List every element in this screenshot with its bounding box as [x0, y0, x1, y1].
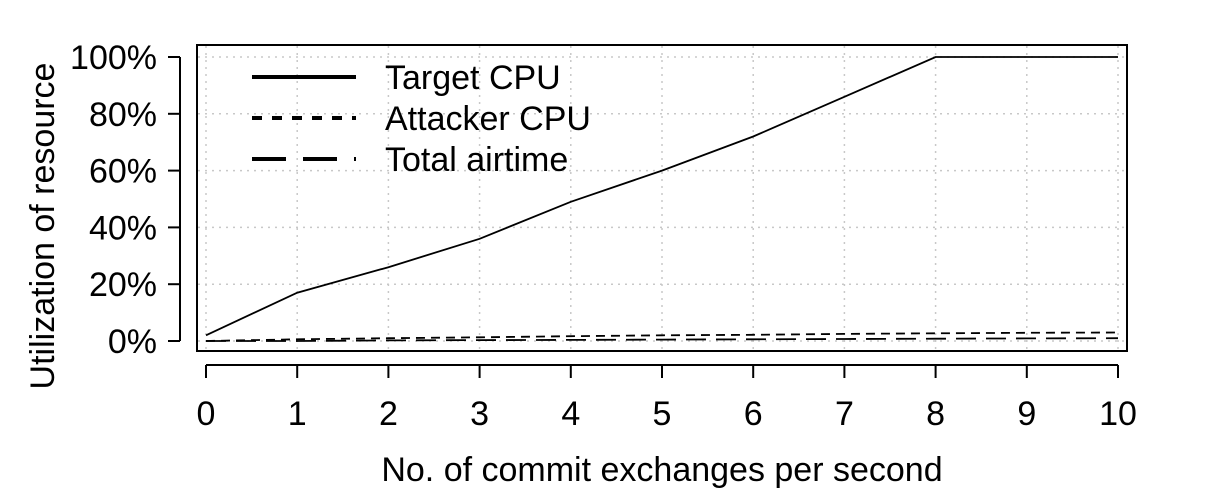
y-tick-label: 80%: [89, 96, 157, 134]
x-tick-label: 6: [744, 395, 763, 433]
y-tick-label: 20%: [89, 266, 157, 304]
x-tick-label: 10: [1099, 395, 1137, 433]
series-layer: [205, 56, 1119, 342]
x-tick-label: 1: [288, 395, 307, 433]
plot-frame: [196, 44, 1128, 352]
y-tick-label: 100%: [70, 39, 157, 77]
x-tick-label: 8: [926, 395, 945, 433]
y-axis: 0% 20% 40% 60% 80% 100%: [70, 39, 181, 361]
y-tick-label: 60%: [89, 153, 157, 191]
y-tick-label: 0%: [108, 323, 157, 361]
x-tick-label: 4: [561, 395, 580, 433]
grid-layer: [198, 46, 1126, 350]
legend-label-attacker-cpu: Attacker CPU: [385, 100, 591, 138]
x-tick-label: 9: [1017, 395, 1036, 433]
y-axis-title: Utilization of resource: [24, 63, 62, 390]
series-line-target-cpu: [205, 56, 1118, 337]
y-tick-label: 40%: [89, 209, 157, 247]
x-tick-label: 2: [379, 395, 398, 433]
x-tick-label: 3: [470, 395, 489, 433]
legend-label-total-airtime: Total airtime: [385, 141, 568, 179]
x-tick-label: 0: [197, 395, 216, 433]
x-axis: 0 1 2 3 4 5 6 7 8 9 10: [197, 364, 1137, 433]
x-axis-title: No. of commit exchanges per second: [381, 451, 942, 489]
series-line-attacker-cpu: [205, 331, 1119, 342]
x-tick-label: 5: [653, 395, 672, 433]
x-tick-label: 7: [835, 395, 854, 433]
legend-label-target-cpu: Target CPU: [385, 59, 561, 97]
series-line-total-airtime: [206, 337, 1119, 342]
